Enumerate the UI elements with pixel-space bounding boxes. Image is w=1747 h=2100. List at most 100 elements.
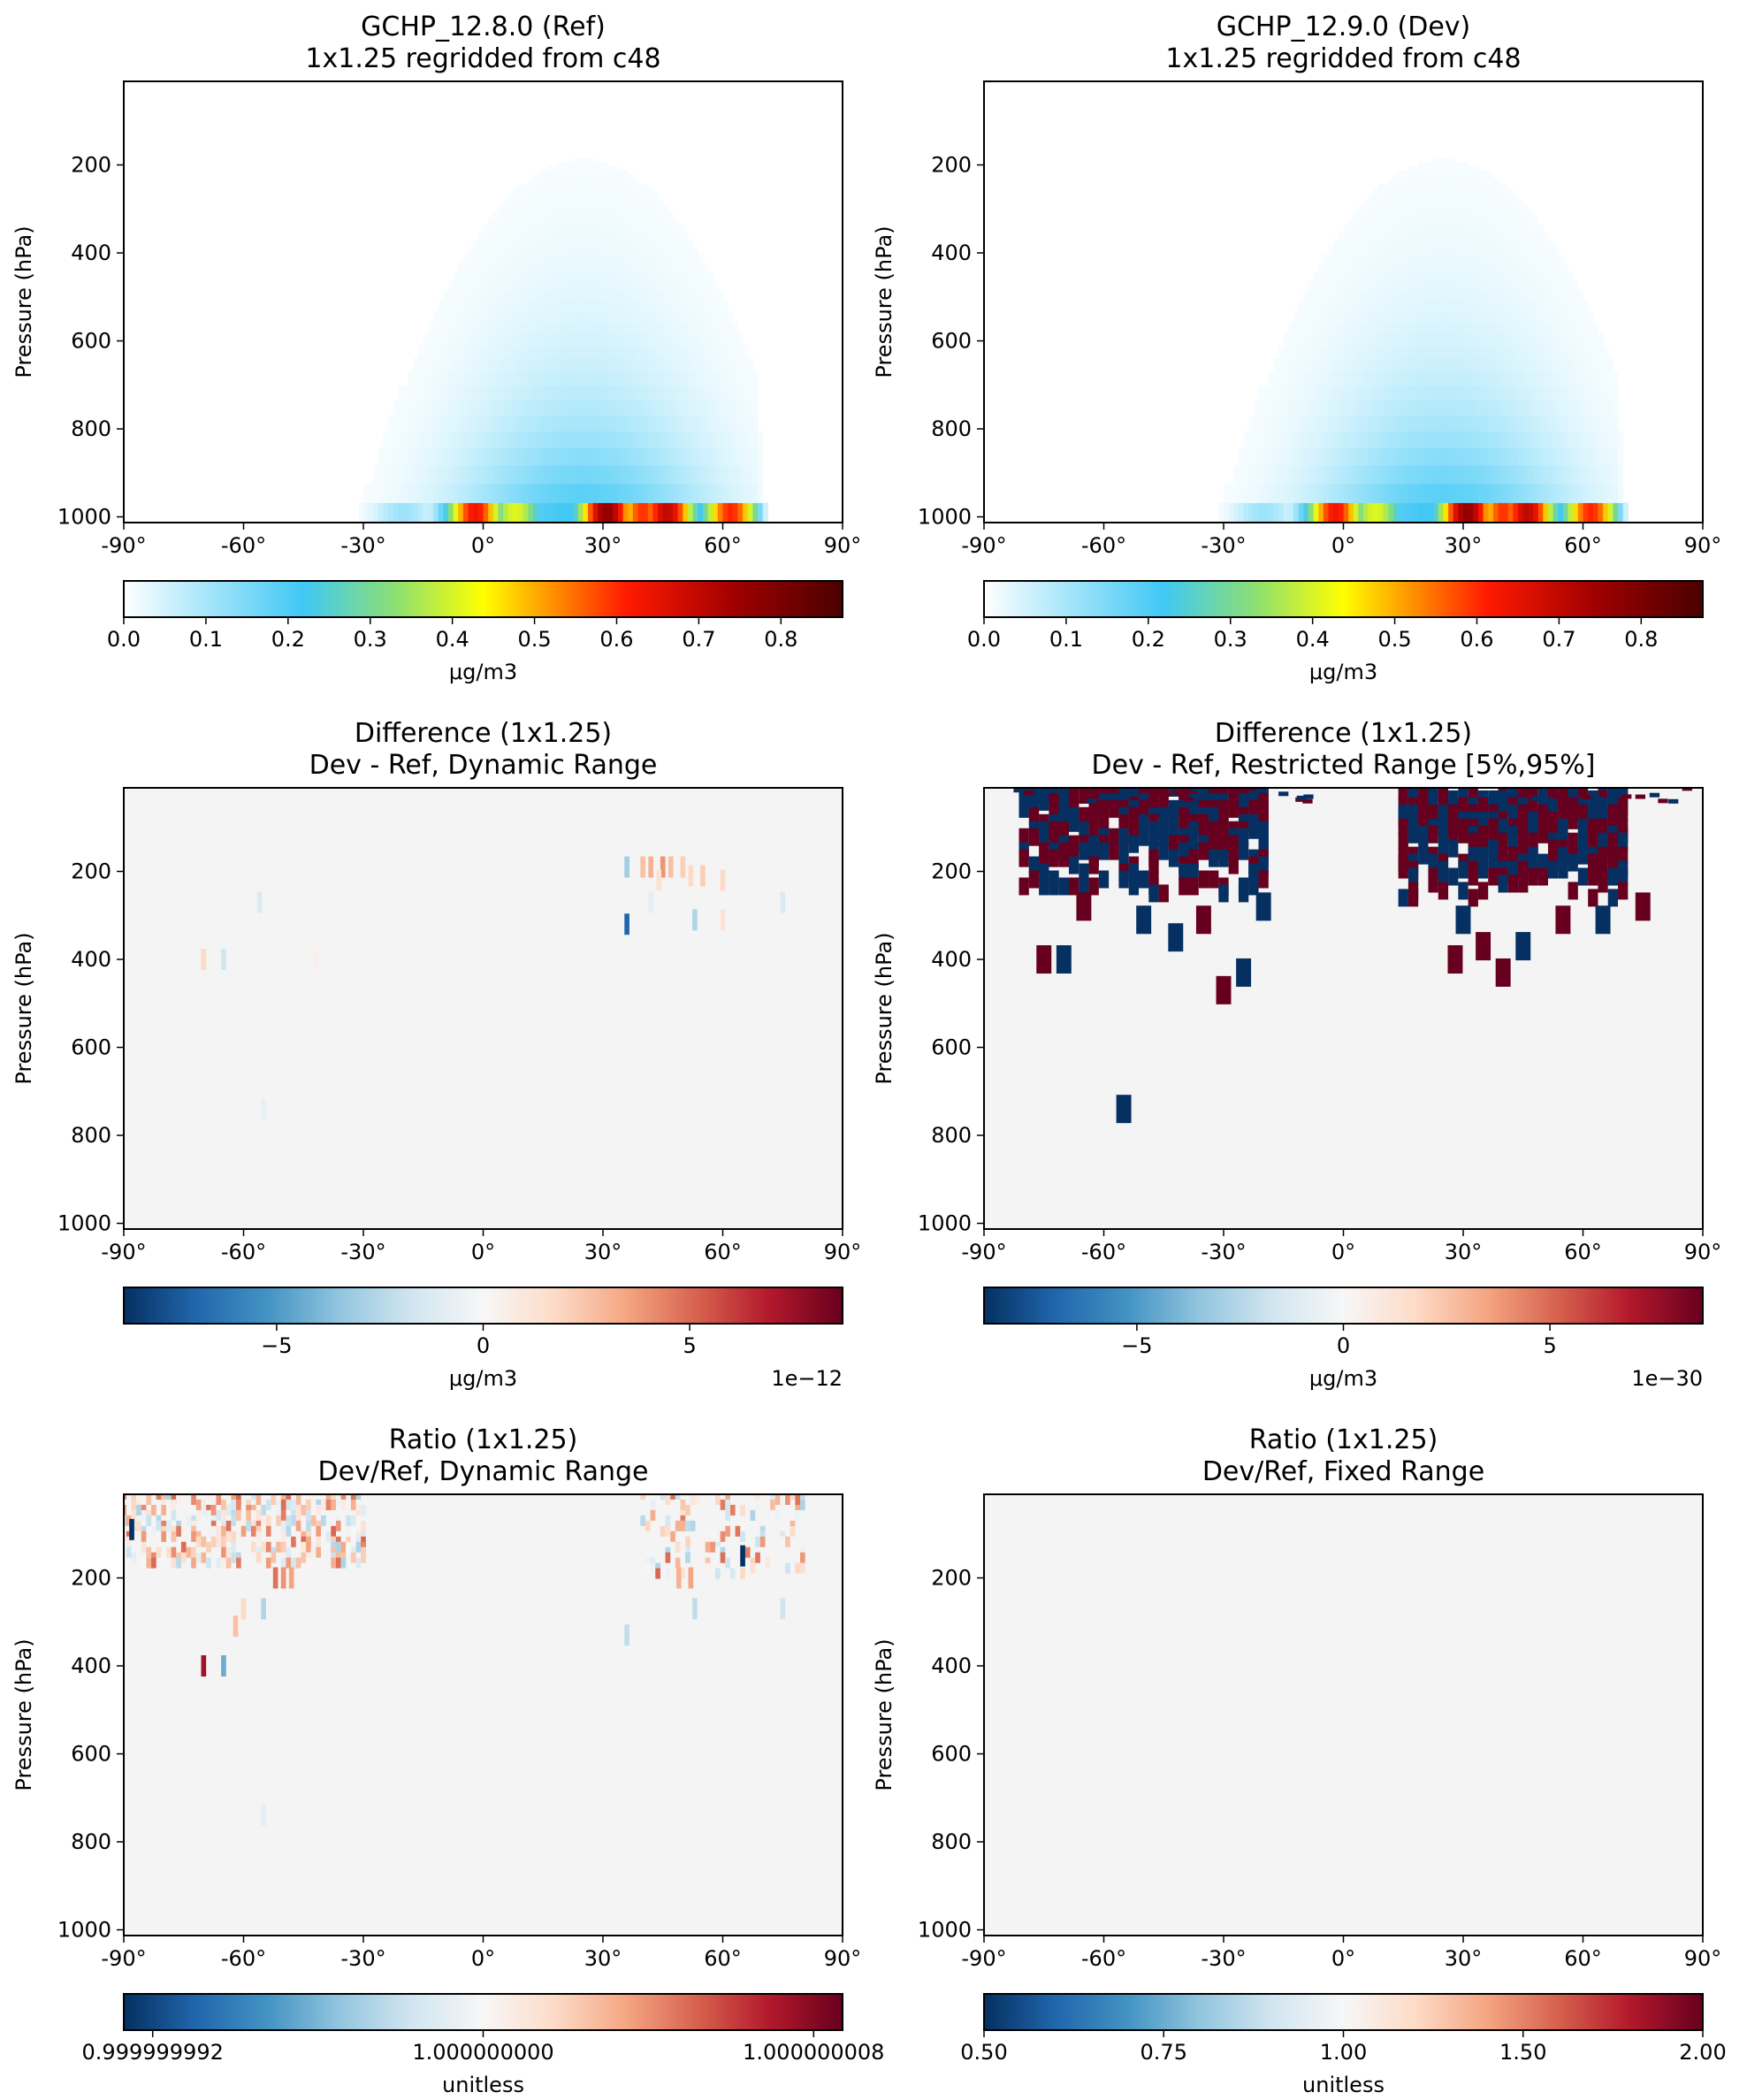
heatmap-cell	[186, 1546, 192, 1558]
heatmap-cell	[1513, 483, 1519, 503]
heatmap-cell	[640, 856, 645, 878]
heatmap-cell	[1308, 310, 1315, 323]
heatmap-cell	[688, 865, 694, 887]
heatmap-cell	[1458, 280, 1464, 291]
heatmap-cell	[1438, 483, 1445, 503]
heatmap-cell	[538, 483, 544, 503]
heatmap-cell	[1293, 415, 1300, 431]
heatmap-cell	[280, 1531, 286, 1542]
heatmap-cell	[1413, 333, 1419, 347]
heatmap-cell	[1522, 400, 1529, 416]
heatmap-cell	[1558, 263, 1564, 272]
heatmap-cell	[577, 254, 584, 263]
heatmap-cell	[1079, 842, 1089, 860]
heatmap-cell	[658, 447, 664, 466]
heatmap-cell	[1273, 464, 1279, 485]
heatmap-cell	[1488, 333, 1494, 347]
heatmap-cell	[1383, 224, 1389, 233]
heatmap-cell	[1358, 464, 1364, 485]
heatmap-cell	[1533, 322, 1539, 334]
heatmap-cell	[1588, 310, 1594, 323]
heatmap-cell	[662, 290, 668, 302]
heatmap-cell	[1438, 385, 1445, 401]
heatmap-cell	[528, 415, 534, 431]
heatmap-cell	[518, 290, 524, 302]
heatmap-cell	[1408, 239, 1415, 248]
heatmap-cell	[558, 263, 564, 272]
heatmap-cell	[1547, 310, 1554, 323]
heatmap-cell	[728, 371, 734, 386]
heatmap-cell	[632, 211, 639, 219]
heatmap-cell	[1373, 239, 1379, 248]
heatmap-cell	[583, 218, 589, 225]
heatmap-cell	[1492, 502, 1499, 523]
heatmap-cell	[1179, 877, 1189, 896]
heatmap-cell	[568, 224, 574, 233]
heatmap-cell	[1558, 358, 1564, 372]
heatmap-cell	[613, 271, 619, 282]
heatmap-cell	[1518, 358, 1524, 372]
heatmap-cell	[1558, 280, 1564, 291]
heatmap-cell	[1263, 415, 1270, 431]
heatmap-cell	[1528, 280, 1534, 291]
heatmap-cell	[1428, 483, 1434, 503]
heatmap-cell	[1458, 183, 1464, 190]
heatmap-cell	[1018, 877, 1029, 896]
heatmap-cell	[1348, 271, 1354, 282]
heatmap-cell	[1323, 502, 1330, 523]
heatmap-cell	[1408, 218, 1415, 225]
heatmap-cell	[1458, 179, 1464, 185]
heatmap-cell	[507, 280, 514, 291]
heatmap-cell	[1373, 431, 1379, 448]
heatmap-cell	[1273, 447, 1279, 466]
heatmap-cell	[1568, 811, 1578, 829]
heatmap-cell	[1537, 464, 1544, 485]
heatmap-cell	[1458, 385, 1464, 401]
heatmap-cell	[462, 400, 469, 416]
heatmap-cell	[221, 1655, 226, 1677]
heatmap-cell	[1613, 371, 1619, 386]
heatmap-cell	[692, 415, 698, 431]
heatmap-cell	[592, 263, 599, 272]
heatmap-cell	[1498, 385, 1504, 401]
heatmap-cell	[1533, 271, 1539, 282]
heatmap-cell	[1018, 828, 1029, 846]
heatmap-cell	[1543, 483, 1549, 503]
heatmap-cell	[1468, 239, 1474, 248]
heatmap-cell	[438, 333, 444, 347]
heatmap-cell	[732, 431, 739, 448]
heatmap-cell	[1378, 239, 1385, 248]
heatmap-cell	[637, 224, 644, 233]
heatmap-cell	[1313, 447, 1319, 466]
heatmap-cell	[1413, 188, 1419, 195]
heatmap-cell	[707, 333, 713, 347]
heatmap-cell	[702, 300, 709, 312]
heatmap-cell	[692, 371, 698, 386]
heatmap-cell	[637, 310, 644, 323]
heatmap-cell	[588, 205, 594, 212]
heatmap-cell	[1273, 358, 1279, 372]
heatmap-cell	[528, 300, 534, 312]
heatmap-cell	[722, 415, 729, 431]
heatmap-cell	[568, 170, 574, 175]
heatmap-cell	[301, 1541, 307, 1553]
heatmap-cell	[647, 385, 654, 401]
heatmap-cell	[523, 280, 529, 291]
heatmap-cell	[1528, 788, 1538, 801]
heatmap-cell	[1537, 254, 1544, 263]
heatmap-cell	[1473, 194, 1479, 201]
heatmap-cell	[1413, 483, 1419, 503]
heatmap-cell	[1503, 415, 1509, 431]
heatmap-cell	[1358, 239, 1364, 248]
heatmap-cell	[715, 1546, 721, 1558]
heatmap-cell	[528, 199, 534, 207]
heatmap-cell	[1363, 502, 1369, 523]
heatmap-cell	[743, 415, 749, 431]
heatmap-cell	[473, 385, 479, 401]
heatmap-cell	[1433, 263, 1439, 272]
heatmap-cell	[1598, 415, 1604, 431]
heatmap-cell	[800, 1562, 805, 1574]
heatmap-cell	[1522, 271, 1529, 282]
heatmap-cell	[1398, 400, 1404, 416]
heatmap-cell	[473, 345, 479, 359]
